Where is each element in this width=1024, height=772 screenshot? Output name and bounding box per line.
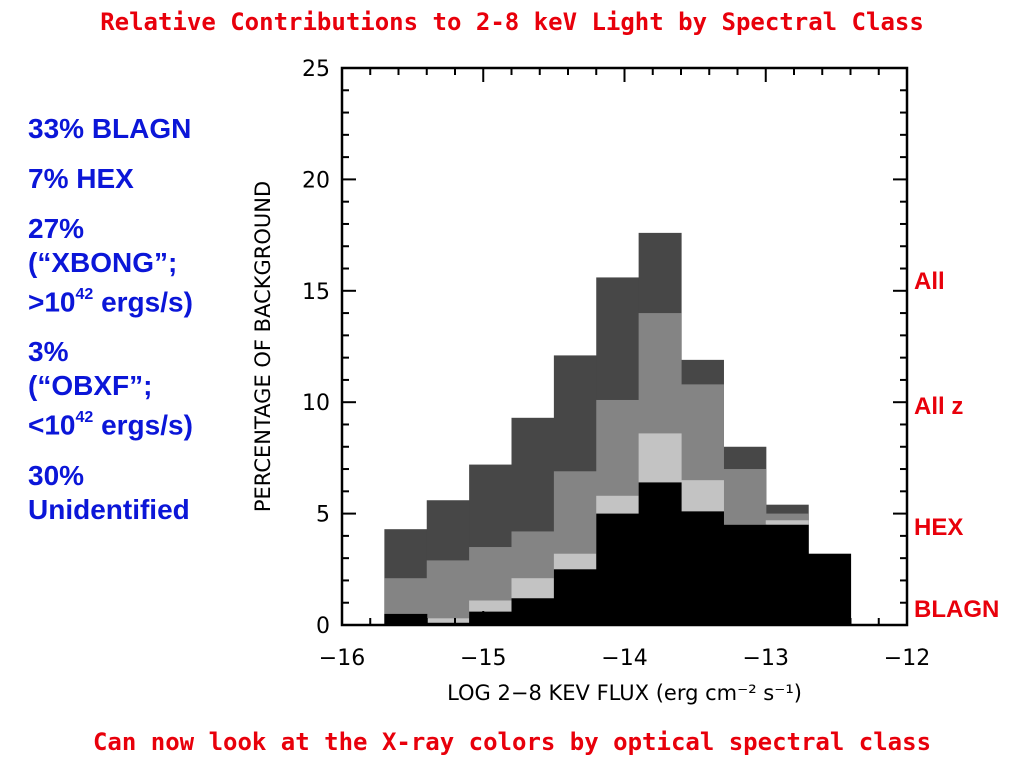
list-item-line: 7% HEX [28,163,134,194]
x-tick-label: −16 [319,646,365,671]
y-tick-label: 15 [302,280,330,305]
bar-blagn [723,524,767,625]
list-item: 27% (“XBONG”; >1042 ergs/s) [28,212,228,319]
x-tick-label: −15 [460,646,506,671]
list-item-line: <1042 ergs/s) [28,403,228,442]
y-tick-label: 5 [316,503,330,528]
series-label-blagn: BLAGN [914,596,1000,623]
ticks-layer: 0 5 10 15 20 25 −16 −15 −14 −13 −12 [302,57,930,671]
bar-blagn [681,511,724,625]
y-tick-label: 0 [316,614,330,639]
list-item-text: ergs/s) [93,286,193,318]
bar-blagn [384,613,428,625]
bar-blagn [765,524,809,625]
list-item-line: (“XBONG”; [28,247,178,278]
bar-all-z [426,560,470,625]
list-item: 7% HEX [28,162,228,196]
list-item: 3% (“OBXF”; <1042 ergs/s) [28,335,228,442]
bar-blagn [638,482,682,625]
class-percentages-list: 33% BLAGN 7% HEX 27% (“XBONG”; >1042 erg… [28,112,228,543]
x-tick-label: −14 [601,646,647,671]
bar-blagn [808,553,852,625]
list-item-line: 3% [28,336,69,368]
bar-blagn [596,513,640,625]
list-item-text: <10 [28,409,76,441]
bar-blagn [469,611,513,625]
series-label-all: All [914,268,945,295]
list-item: 33% BLAGN [28,112,228,146]
list-item: 30% Unidentified [28,459,228,527]
bar-blagn [511,598,555,625]
y-tick-label: 10 [302,391,330,416]
bars-layer [384,232,852,625]
list-item-line: >1042 ergs/s) [28,280,228,319]
list-item-exponent: 42 [75,286,94,303]
list-item-text: >10 [28,286,76,318]
series-label-all-z: All z [914,393,964,420]
y-tick-label: 20 [302,168,330,193]
list-item-exponent: 42 [75,409,94,427]
list-item-line: 30% [28,459,85,491]
y-axis-label: PERCENTAGE OF BACKGROUND [251,181,275,512]
list-item-text: ergs/s) [93,409,193,441]
page-footer: Can now look at the X-ray colors by opti… [92,728,932,756]
series-label-hex: HEX [914,514,964,541]
bar-hex [426,618,470,625]
list-item-line: (“OBXF”; [28,370,153,402]
page-title: Relative Contributions to 2-8 keV Light … [100,8,924,36]
x-tick-label: −12 [884,646,930,671]
x-tick-label: −13 [743,646,789,671]
bar-blagn [553,569,597,625]
y-tick-label: 25 [302,57,330,82]
x-axis-label: LOG 2−8 KEV FLUX (erg cm⁻² s⁻¹) [447,681,802,705]
list-item-line: 27% [28,213,85,244]
list-item-line: 33% BLAGN [28,113,192,144]
list-item-line: Unidentified [28,493,190,525]
